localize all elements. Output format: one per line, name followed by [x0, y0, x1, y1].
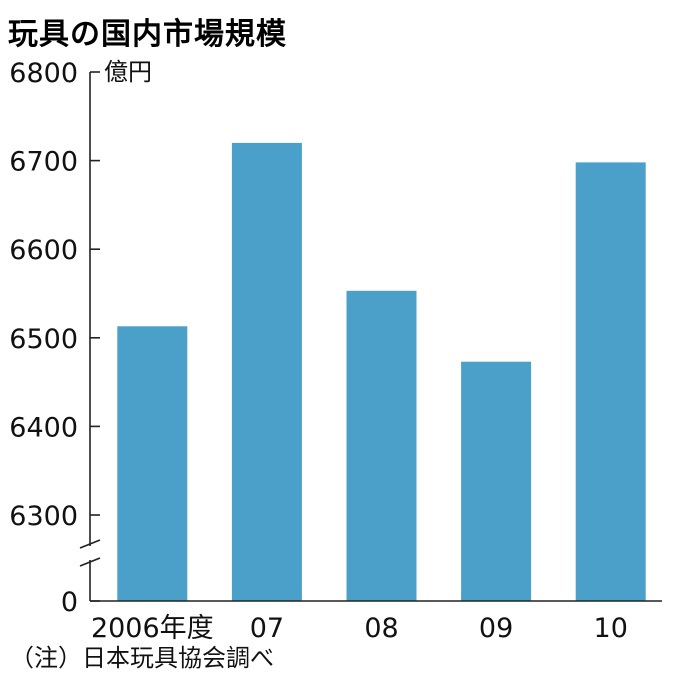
axis-break-lower: [79, 557, 101, 567]
x-tick-label-1: 07: [250, 613, 284, 644]
x-tick-label-4: 10: [594, 613, 628, 644]
axis-break-upper: [79, 539, 101, 549]
bars-group: [117, 142, 646, 601]
y-ticks-group: 6800 6700 6600 6500 6400 6300 0: [9, 58, 100, 618]
source-note: （注）日本玩具協会調べ: [10, 644, 274, 672]
y-tick-label-4: 6400: [9, 412, 78, 443]
x-ticks-group: 2006年度 07 08 09 10: [91, 613, 628, 644]
axes-group: [79, 72, 662, 602]
x-tick-label-0: 2006年度: [91, 613, 214, 644]
bar-4: [575, 162, 646, 601]
y-tick-label-6: 0: [61, 587, 78, 618]
y-tick-label-0: 6800: [9, 58, 78, 89]
bar-0: [117, 326, 188, 601]
bar-3: [461, 361, 532, 601]
unit-label: 億円: [104, 58, 152, 86]
chart-title: 玩具の国内市場規模: [8, 17, 287, 52]
y-tick-label-1: 6700: [9, 147, 78, 178]
y-tick-label-2: 6600: [9, 235, 78, 266]
bar-2: [346, 290, 417, 601]
x-tick-label-2: 08: [364, 613, 398, 644]
y-tick-label-5: 6300: [9, 501, 78, 532]
bar-1: [231, 142, 302, 601]
x-tick-label-3: 09: [479, 613, 513, 644]
y-tick-label-3: 6500: [9, 324, 78, 355]
